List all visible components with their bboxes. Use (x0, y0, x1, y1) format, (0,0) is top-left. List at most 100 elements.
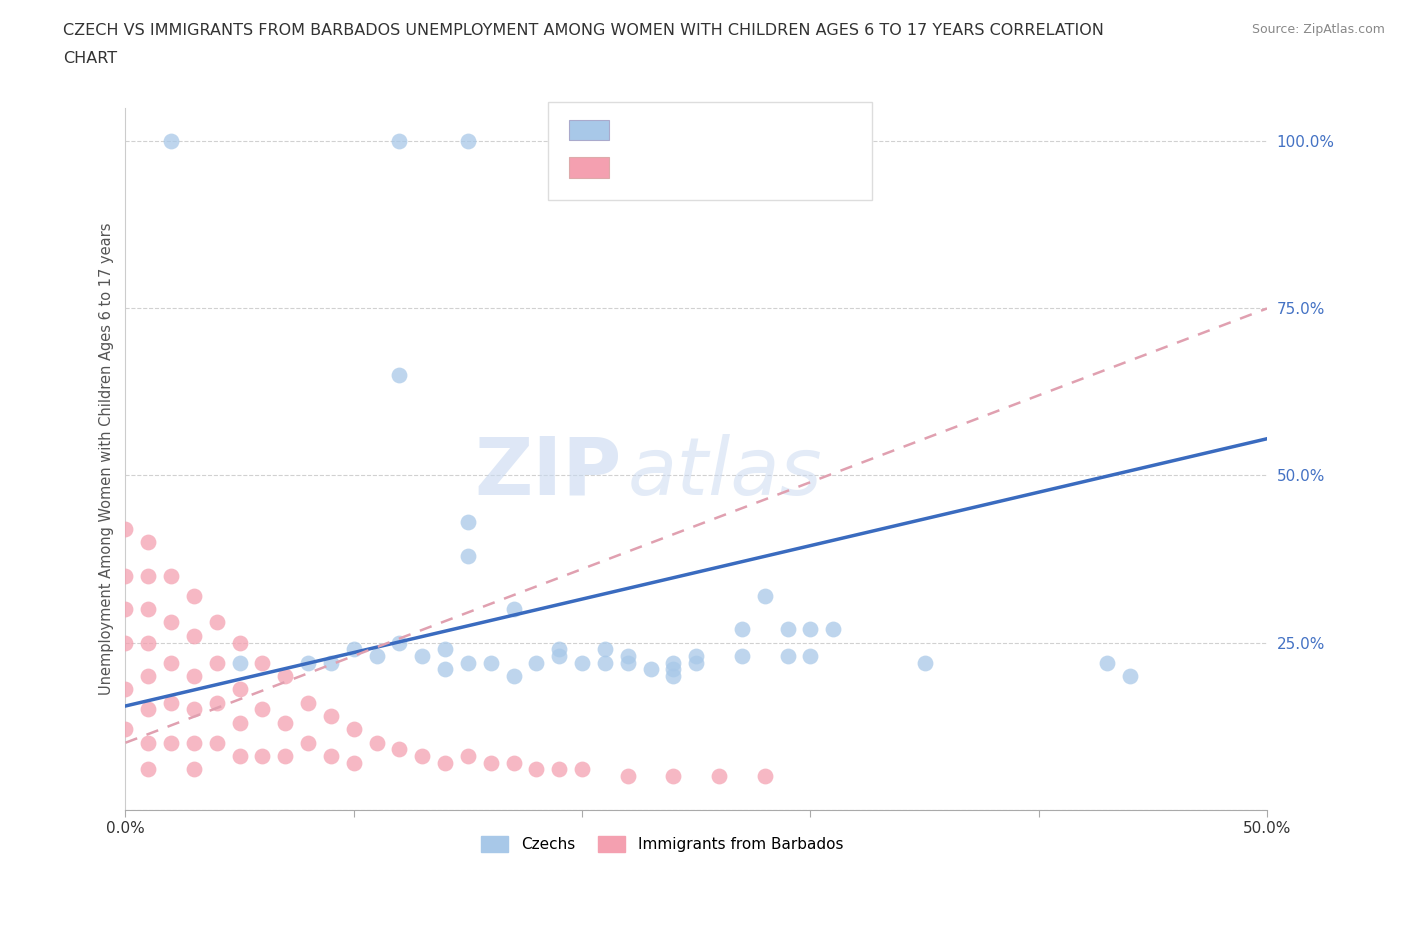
Point (183, 669, 205, 684)
Point (297, 655, 319, 670)
Point (593, 655, 616, 670)
Point (136, 535, 159, 550)
Point (114, 722, 136, 737)
Point (616, 648, 638, 663)
Point (160, 615, 183, 630)
Point (434, 755, 457, 770)
Point (297, 736, 319, 751)
Point (160, 134, 183, 149)
Point (114, 602, 136, 617)
Point (252, 702, 274, 717)
Point (274, 669, 297, 684)
Point (823, 622, 845, 637)
Point (1095, 655, 1118, 670)
Point (502, 602, 524, 617)
Point (114, 635, 136, 650)
Point (183, 762, 205, 777)
Point (136, 669, 159, 684)
Point (571, 655, 593, 670)
Point (1119, 669, 1142, 684)
Point (297, 696, 319, 711)
Point (366, 648, 388, 663)
Point (457, 515, 479, 530)
Point (479, 655, 502, 670)
Point (114, 568, 136, 583)
Point (252, 655, 274, 670)
Point (799, 622, 821, 637)
Point (411, 749, 433, 764)
Point (662, 669, 685, 684)
Point (136, 602, 159, 617)
Point (526, 762, 548, 777)
Point (754, 769, 776, 784)
Point (183, 629, 205, 644)
Point (548, 642, 571, 657)
Point (205, 615, 228, 630)
Point (319, 709, 342, 724)
Point (502, 755, 524, 770)
Point (616, 769, 638, 784)
Point (136, 736, 159, 751)
Point (616, 655, 638, 670)
Point (343, 755, 366, 770)
Point (731, 622, 754, 637)
Legend: Czechs, Immigrants from Barbados: Czechs, Immigrants from Barbados (475, 830, 849, 858)
Point (593, 642, 616, 657)
Point (640, 662, 662, 677)
Point (205, 696, 228, 711)
Point (548, 762, 571, 777)
Point (252, 749, 274, 764)
Point (136, 635, 159, 650)
Text: CZECH VS IMMIGRANTS FROM BARBADOS UNEMPLOYMENT AMONG WOMEN WITH CHILDREN AGES 6 : CZECH VS IMMIGRANTS FROM BARBADOS UNEMPL… (63, 23, 1104, 38)
Point (228, 749, 250, 764)
Point (136, 702, 159, 717)
Point (526, 655, 548, 670)
Point (274, 749, 297, 764)
Text: Source: ZipAtlas.com: Source: ZipAtlas.com (1251, 23, 1385, 36)
Point (160, 655, 183, 670)
Text: atlas: atlas (627, 433, 823, 512)
Point (205, 736, 228, 751)
Point (319, 655, 342, 670)
Point (183, 702, 205, 717)
Point (388, 742, 411, 757)
Point (457, 655, 479, 670)
Text: R = 0.292   N = 46: R = 0.292 N = 46 (620, 121, 790, 140)
Point (228, 682, 250, 697)
Point (799, 648, 821, 663)
Point (685, 655, 707, 670)
Point (183, 589, 205, 604)
Point (160, 568, 183, 583)
Point (160, 696, 183, 711)
Point (411, 648, 433, 663)
Point (388, 368, 411, 383)
Point (548, 648, 571, 663)
Point (388, 134, 411, 149)
Point (457, 134, 479, 149)
Point (479, 755, 502, 770)
Point (914, 655, 936, 670)
Point (388, 635, 411, 650)
Point (136, 568, 159, 583)
Point (114, 522, 136, 537)
Point (274, 715, 297, 730)
Point (548, 134, 571, 149)
Point (114, 682, 136, 697)
Point (183, 736, 205, 751)
Point (228, 715, 250, 730)
Point (319, 749, 342, 764)
Point (707, 769, 730, 784)
Point (136, 762, 159, 777)
Point (434, 662, 457, 677)
Y-axis label: Unemployment Among Women with Children Ages 6 to 17 years: Unemployment Among Women with Children A… (100, 222, 114, 695)
Point (228, 635, 250, 650)
Point (343, 642, 366, 657)
Text: ZIP: ZIP (475, 433, 621, 512)
Point (571, 762, 593, 777)
Point (457, 749, 479, 764)
Point (662, 769, 685, 784)
Point (731, 648, 754, 663)
Point (160, 736, 183, 751)
Point (434, 642, 457, 657)
Point (228, 655, 250, 670)
